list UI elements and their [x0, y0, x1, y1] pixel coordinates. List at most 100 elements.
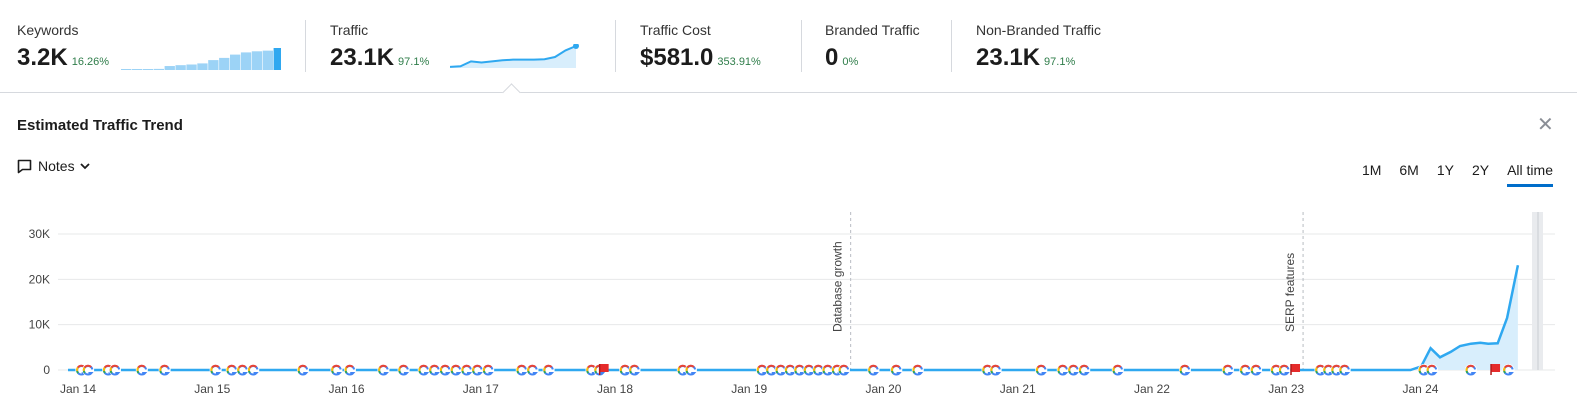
metric-change: 97.1% [1044, 56, 1076, 68]
google-icon-green [472, 370, 475, 374]
google-update-marker[interactable] [756, 364, 769, 376]
x-tick-label: Jan 23 [1268, 382, 1304, 396]
google-icon-red [1113, 364, 1122, 369]
google-icon-green [586, 370, 590, 374]
google-update-marker[interactable] [619, 364, 632, 376]
note-icon [17, 159, 32, 173]
google-update-marker[interactable] [135, 364, 148, 376]
google-update-marker[interactable] [1250, 364, 1263, 376]
google-icon-green [594, 370, 598, 374]
notes-dropdown[interactable]: Notes [17, 158, 96, 174]
google-update-marker[interactable] [82, 364, 95, 376]
metric-change: 16.26% [71, 56, 110, 68]
metric-traffic-cost[interactable]: Traffic Cost $581.0 353.91% [640, 22, 790, 72]
google-update-marker[interactable] [628, 364, 641, 376]
google-update-marker[interactable] [765, 364, 778, 376]
sparkline-bar [219, 57, 230, 70]
google-update-marker[interactable] [526, 364, 539, 376]
google-update-marker[interactable] [1067, 364, 1080, 376]
google-update-marker[interactable] [1502, 364, 1515, 376]
metric-keywords[interactable]: Keywords 3.2K 16.26% [17, 22, 297, 72]
google-update-marker[interactable] [1338, 364, 1351, 376]
google-update-marker[interactable] [1078, 364, 1091, 376]
google-icon-red [332, 364, 341, 369]
google-update-marker[interactable] [158, 364, 171, 376]
sparkline-bar [186, 64, 197, 70]
google-update-marker[interactable] [803, 364, 816, 376]
google-update-marker[interactable] [1178, 364, 1191, 376]
close-icon[interactable]: ✕ [1537, 114, 1554, 136]
google-icon-yellow [982, 367, 985, 372]
google-update-marker[interactable] [989, 364, 1002, 376]
google-update-marker[interactable] [837, 364, 850, 376]
google-update-marker[interactable] [515, 364, 528, 376]
google-update-marker[interactable] [542, 364, 555, 376]
google-update-marker[interactable] [821, 364, 834, 376]
google-icon-red [211, 364, 220, 369]
google-update-marker[interactable] [343, 364, 356, 376]
google-update-marker[interactable] [428, 364, 441, 376]
google-icon-yellow [677, 367, 681, 372]
google-update-marker[interactable] [377, 364, 390, 376]
google-update-marker[interactable] [793, 364, 806, 376]
google-icon-yellow [1339, 367, 1342, 372]
metric-value: 23.1K [976, 44, 1041, 71]
google-icon-red [757, 364, 766, 369]
metric-branded-traffic[interactable]: Branded Traffic 0 0% [825, 22, 945, 72]
google-icon-yellow [1418, 367, 1422, 372]
google-icon-yellow [439, 367, 443, 372]
google-update-marker[interactable] [247, 364, 260, 376]
range-1m[interactable]: 1M [1361, 162, 1382, 178]
range-1y[interactable]: 1Y [1436, 162, 1454, 178]
range-6m[interactable]: 6M [1399, 162, 1419, 178]
google-update-marker[interactable] [1111, 364, 1124, 376]
google-icon-yellow [1315, 367, 1318, 372]
range-2y[interactable]: 2Y [1471, 162, 1490, 178]
google-update-marker[interactable] [417, 364, 430, 376]
google-update-marker[interactable] [296, 364, 309, 376]
sparkline-bar [262, 50, 273, 70]
google-update-marker[interactable] [911, 364, 924, 376]
metric-change: 0% [842, 56, 859, 68]
divider [615, 20, 616, 72]
flag-marker[interactable] [1490, 364, 1501, 375]
google-update-marker[interactable] [330, 364, 343, 376]
sparkline-bar [208, 60, 219, 70]
flag-marker[interactable] [598, 364, 609, 375]
google-icon-yellow [378, 367, 381, 372]
google-update-marker[interactable] [1035, 364, 1048, 376]
range-all-time[interactable]: All time [1507, 162, 1553, 187]
google-update-marker[interactable] [1425, 364, 1438, 376]
google-update-marker[interactable] [471, 364, 484, 376]
flag-marker[interactable] [1290, 364, 1301, 375]
metric-non-branded-traffic[interactable]: Non-Branded Traffic 23.1K 97.1% [976, 22, 1176, 72]
google-update-marker[interactable] [482, 364, 495, 376]
metric-traffic[interactable]: Traffic 23.1K 97.1% [330, 22, 600, 72]
google-update-marker[interactable] [236, 364, 249, 376]
google-update-marker[interactable] [225, 364, 238, 376]
google-update-marker[interactable] [108, 364, 121, 376]
google-update-marker[interactable] [1278, 364, 1291, 376]
google-icon-yellow [1240, 367, 1243, 372]
google-update-marker[interactable] [397, 364, 410, 376]
google-update-marker[interactable] [1056, 364, 1069, 376]
google-update-marker[interactable] [784, 364, 797, 376]
google-update-marker[interactable] [439, 364, 452, 376]
google-update-marker[interactable] [812, 364, 825, 376]
google-update-marker[interactable] [1221, 364, 1234, 376]
google-update-marker[interactable] [449, 364, 462, 376]
google-icon-green [1323, 370, 1327, 374]
google-icon-red [804, 364, 813, 369]
google-update-marker[interactable] [684, 364, 697, 376]
google-update-marker[interactable] [1464, 364, 1477, 376]
google-update-marker[interactable] [209, 364, 222, 376]
google-update-marker[interactable] [774, 364, 787, 376]
google-update-marker[interactable] [460, 364, 473, 376]
google-update-marker[interactable] [867, 364, 880, 376]
traffic-trend-chart[interactable]: 0 10K 20K 30K Jan 14 Jan 15 Jan 16 Jan 17 Jan 18… [0, 200, 1577, 416]
google-icon-green [629, 370, 633, 374]
sparkline-bar [121, 69, 132, 70]
google-update-marker[interactable] [890, 364, 903, 376]
google-icon-red [983, 364, 992, 369]
google-update-marker[interactable] [1239, 364, 1252, 376]
